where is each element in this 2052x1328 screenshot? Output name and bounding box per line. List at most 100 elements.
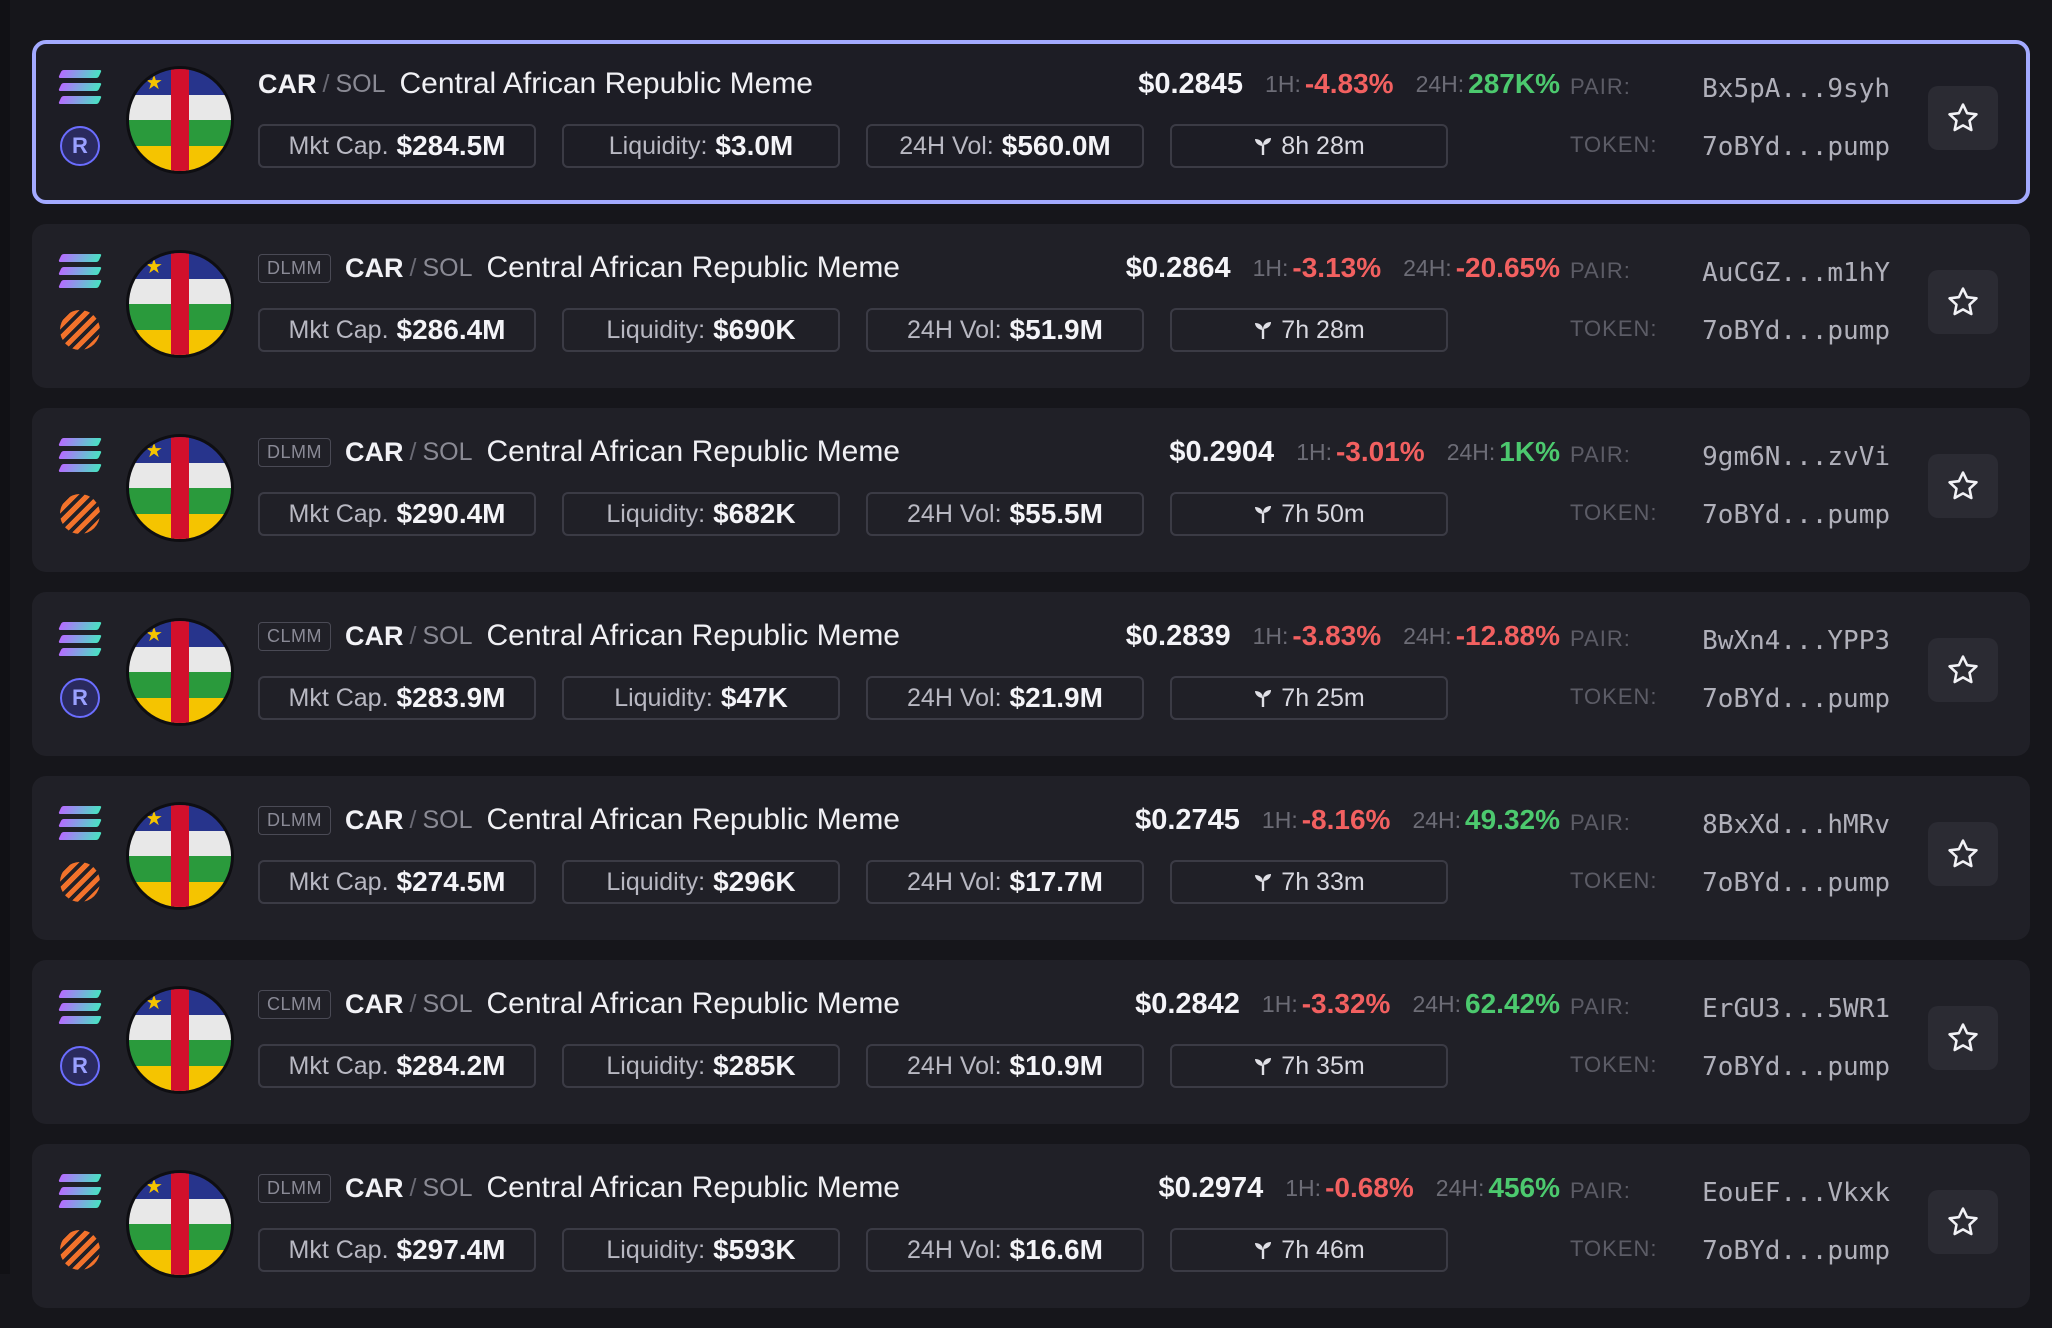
meteora-icon — [60, 1230, 100, 1270]
token-flag-icon: ★ — [126, 434, 234, 542]
pair-row[interactable]: R ★ CLMM CAR / SOL Central African Repub… — [32, 960, 2030, 1124]
change-24h: 49.32% — [1465, 804, 1560, 835]
pair-title: CAR / SOL Central African Republic Meme — [258, 62, 813, 106]
pair-row[interactable]: ★ DLMM CAR / SOL Central African Republi… — [32, 776, 2030, 940]
pair-address-row[interactable]: PAIR: 9gm6N...zvVi — [1570, 442, 1890, 472]
volume-stat: 24H Vol: $55.5M — [866, 492, 1144, 536]
market-cap-value: $283.9M — [396, 682, 506, 713]
star-icon — [1948, 1023, 1978, 1052]
solana-icon — [58, 622, 102, 656]
pair-address[interactable]: AuCGZ...m1hY — [1702, 258, 1890, 288]
change-24h-label: 24H: — [1415, 70, 1465, 97]
pair-address[interactable]: 9gm6N...zvVi — [1702, 442, 1890, 472]
market-cap-value: $284.5M — [396, 130, 506, 161]
token-name: Central African Republic Meme — [486, 619, 900, 652]
token-address-row[interactable]: TOKEN: 7oBYd...pump — [1570, 868, 1890, 898]
token-address[interactable]: 7oBYd...pump — [1702, 1052, 1890, 1082]
volume-stat: 24H Vol: $21.9M — [866, 676, 1144, 720]
pair-address-label: PAIR: — [1570, 258, 1631, 283]
change-24h: -12.88% — [1455, 620, 1560, 651]
token-name: Central African Republic Meme — [486, 803, 900, 836]
base-symbol: CAR — [345, 1172, 404, 1203]
pair-row[interactable]: ★ DLMM CAR / SOL Central African Republi… — [32, 408, 2030, 572]
change-24h-label: 24H: — [1412, 806, 1462, 833]
token-address-row[interactable]: TOKEN: 7oBYd...pump — [1570, 500, 1890, 530]
quote-symbol: SOL — [422, 253, 473, 282]
quote-symbol: SOL — [335, 69, 386, 98]
favorite-button[interactable] — [1928, 1006, 1998, 1070]
volume-label: 24H Vol: — [907, 499, 1002, 528]
pool-type-badge: DLMM — [258, 437, 331, 467]
token-address[interactable]: 7oBYd...pump — [1702, 132, 1890, 162]
change-1h-label: 1H: — [1261, 806, 1298, 833]
favorite-button[interactable] — [1928, 454, 1998, 518]
market-cap-label: Mkt Cap. — [288, 499, 389, 528]
stats-bar: Mkt Cap. $274.5M Liquidity: $296K 24H Vo… — [258, 860, 1474, 904]
liquidity-value: $3.0M — [715, 130, 794, 161]
token-address[interactable]: 7oBYd...pump — [1702, 500, 1890, 530]
pair-address[interactable]: Bx5pA...9syh — [1702, 74, 1890, 104]
pair-address-label: PAIR: — [1570, 626, 1631, 651]
pair-address[interactable]: EouEF...Vkxk — [1702, 1178, 1890, 1208]
token-address-row[interactable]: TOKEN: 7oBYd...pump — [1570, 316, 1890, 346]
token-address[interactable]: 7oBYd...pump — [1702, 316, 1890, 346]
token-address-row[interactable]: TOKEN: 7oBYd...pump — [1570, 684, 1890, 714]
pair-separator: / — [409, 989, 417, 1018]
token-address[interactable]: 7oBYd...pump — [1702, 1236, 1890, 1266]
liquidity-stat: Liquidity: $593K — [562, 1228, 840, 1272]
volume-label: 24H Vol: — [907, 683, 1002, 712]
price: $0.2845 — [1138, 67, 1244, 100]
favorite-button[interactable] — [1928, 86, 1998, 150]
pair-row[interactable]: ★ DLMM CAR / SOL Central African Republi… — [32, 224, 2030, 388]
volume-label: 24H Vol: — [899, 131, 994, 160]
meteora-icon — [60, 310, 100, 350]
pair-address-row[interactable]: PAIR: EouEF...Vkxk — [1570, 1178, 1890, 1208]
left-edge — [0, 0, 10, 1274]
pair-address-row[interactable]: PAIR: Bx5pA...9syh — [1570, 74, 1890, 104]
pair-separator: / — [409, 253, 417, 282]
pair-address-label: PAIR: — [1570, 810, 1631, 835]
liquidity-value: $593K — [713, 1234, 796, 1265]
pair-age: 7h 35m — [1281, 1051, 1365, 1080]
token-address-row[interactable]: TOKEN: 7oBYd...pump — [1570, 1236, 1890, 1266]
price-line: $0.2974 1H: -0.68% 24H: 456% — [1158, 1166, 1560, 1210]
liquidity-label: Liquidity: — [606, 1051, 706, 1080]
change-24h: 1K% — [1499, 436, 1560, 467]
token-flag-icon: ★ — [126, 250, 234, 358]
favorite-button[interactable] — [1928, 638, 1998, 702]
token-address[interactable]: 7oBYd...pump — [1702, 868, 1890, 898]
star-icon — [1948, 655, 1978, 684]
liquidity-stat: Liquidity: $682K — [562, 492, 840, 536]
volume-stat: 24H Vol: $51.9M — [866, 308, 1144, 352]
favorite-button[interactable] — [1928, 270, 1998, 334]
favorite-button[interactable] — [1928, 822, 1998, 886]
pair-row[interactable]: ★ DLMM CAR / SOL Central African Republi… — [32, 1144, 2030, 1308]
sprout-icon — [1255, 690, 1272, 707]
pair-address-row[interactable]: PAIR: 8BxXd...hMRv — [1570, 810, 1890, 840]
pair-address-row[interactable]: PAIR: AuCGZ...m1hY — [1570, 258, 1890, 288]
pair-title: DLMM CAR / SOL Central African Republic … — [258, 430, 900, 474]
age-stat: 7h 46m — [1170, 1228, 1448, 1272]
volume-stat: 24H Vol: $16.6M — [866, 1228, 1144, 1272]
quote-symbol: SOL — [422, 437, 473, 466]
pair-row[interactable]: R ★ CAR / SOL Central African Republic M… — [32, 40, 2030, 204]
market-cap-stat: Mkt Cap. $284.5M — [258, 124, 536, 168]
quote-symbol: SOL — [422, 1173, 473, 1202]
token-flag-icon: ★ — [126, 986, 234, 1094]
favorite-button[interactable] — [1928, 1190, 1998, 1254]
quote-symbol: SOL — [422, 989, 473, 1018]
pair-address[interactable]: BwXn4...YPP3 — [1702, 626, 1890, 656]
pair-age: 7h 28m — [1281, 315, 1365, 344]
token-address-row[interactable]: TOKEN: 7oBYd...pump — [1570, 132, 1890, 162]
pair-address-row[interactable]: PAIR: ErGU3...5WR1 — [1570, 994, 1890, 1024]
change-24h: 287K% — [1468, 68, 1560, 99]
pair-address[interactable]: 8BxXd...hMRv — [1702, 810, 1890, 840]
pair-address-row[interactable]: PAIR: BwXn4...YPP3 — [1570, 626, 1890, 656]
volume-label: 24H Vol: — [907, 1051, 1002, 1080]
star-icon — [1948, 839, 1978, 868]
pair-row[interactable]: R ★ CLMM CAR / SOL Central African Repub… — [32, 592, 2030, 756]
market-cap-label: Mkt Cap. — [288, 315, 389, 344]
token-address-row[interactable]: TOKEN: 7oBYd...pump — [1570, 1052, 1890, 1082]
pair-address[interactable]: ErGU3...5WR1 — [1702, 994, 1890, 1024]
token-address[interactable]: 7oBYd...pump — [1702, 684, 1890, 714]
